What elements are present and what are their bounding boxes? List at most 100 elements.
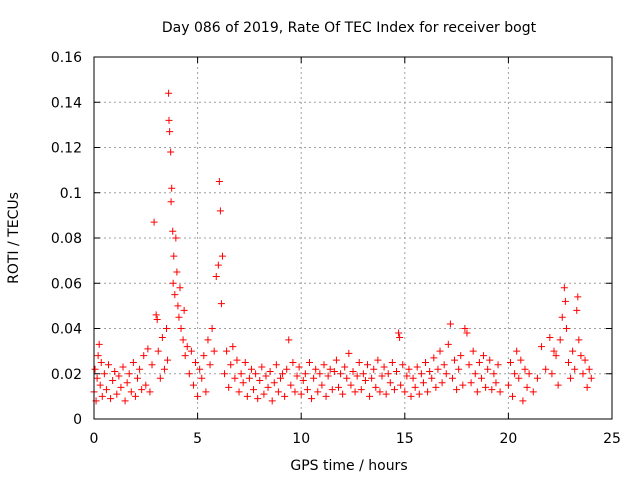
data-point <box>395 329 403 337</box>
data-point <box>189 381 197 389</box>
data-point <box>384 370 392 378</box>
data-point <box>241 358 249 366</box>
data-point <box>366 392 374 400</box>
data-point <box>187 347 195 355</box>
data-point <box>484 365 492 373</box>
data-point <box>577 352 585 360</box>
x-tick-label: 15 <box>396 431 414 447</box>
data-point <box>169 279 177 287</box>
data-point <box>194 392 202 400</box>
data-point <box>181 352 189 360</box>
data-point <box>119 363 127 371</box>
data-point <box>163 325 171 332</box>
data-point <box>243 392 251 400</box>
data-point <box>341 363 349 371</box>
data-point <box>322 392 330 400</box>
data-point <box>208 325 216 332</box>
data-point <box>529 388 537 396</box>
data-point <box>339 390 347 398</box>
y-tick-label: 0.1 <box>60 186 82 202</box>
data-point <box>210 347 218 355</box>
data-point <box>347 381 355 389</box>
data-point <box>488 386 496 394</box>
data-point <box>467 379 475 387</box>
data-point <box>554 381 562 389</box>
data-point <box>146 388 154 396</box>
data-point <box>113 390 121 398</box>
data-point <box>318 381 326 389</box>
data-point <box>291 388 299 396</box>
data-point <box>349 367 357 375</box>
data-point <box>359 370 367 378</box>
data-point <box>105 361 113 369</box>
data-point <box>486 356 494 364</box>
data-point <box>177 325 185 332</box>
data-point <box>587 374 595 382</box>
data-point <box>96 381 104 389</box>
axis-ticks <box>93 56 613 420</box>
data-point <box>390 386 398 394</box>
data-point <box>552 352 560 360</box>
data-point <box>196 365 204 373</box>
data-point <box>134 374 142 382</box>
data-point <box>442 370 450 378</box>
data-point <box>444 340 452 348</box>
data-point <box>357 386 365 394</box>
data-point <box>165 116 173 124</box>
data-point <box>378 372 386 380</box>
data-point <box>160 365 168 373</box>
data-point <box>268 397 276 405</box>
data-point <box>446 320 454 328</box>
data-point <box>293 372 301 380</box>
data-point <box>482 383 490 391</box>
data-point <box>513 347 521 355</box>
y-tick-label: 0.12 <box>51 141 82 157</box>
data-point <box>523 383 531 391</box>
data-point <box>411 383 419 391</box>
data-point <box>409 374 417 382</box>
data-point <box>380 363 388 371</box>
y-axis-label: ROTI / TECUs <box>6 192 22 284</box>
data-point <box>519 397 527 405</box>
y-tick-label: 0.08 <box>51 231 82 247</box>
data-point <box>131 392 139 400</box>
data-point <box>170 252 178 260</box>
data-point <box>583 383 591 391</box>
data-point <box>471 370 479 378</box>
data-point <box>370 365 378 373</box>
data-point <box>183 343 191 351</box>
data-point <box>107 395 115 403</box>
data-point <box>461 325 469 332</box>
data-point <box>212 272 220 280</box>
data-point <box>424 388 432 396</box>
x-tick-label: 20 <box>499 431 517 447</box>
data-point <box>334 383 342 391</box>
data-point <box>581 356 589 364</box>
data-point <box>546 334 554 342</box>
data-point <box>192 358 200 366</box>
data-point <box>567 374 575 382</box>
y-tick-label: 0.14 <box>51 95 82 111</box>
data-point <box>204 336 212 344</box>
y-tick-label: 0.04 <box>51 322 82 338</box>
data-point <box>463 329 471 337</box>
data-point <box>343 374 351 382</box>
y-tick-label: 0.02 <box>51 367 82 383</box>
x-tick-label: 10 <box>292 431 310 447</box>
data-point <box>351 388 359 396</box>
data-point <box>223 347 231 355</box>
data-point <box>573 306 581 314</box>
data-point <box>180 306 188 314</box>
data-point <box>436 347 444 355</box>
data-point <box>417 370 425 378</box>
data-point <box>97 358 105 366</box>
grid <box>94 57 612 419</box>
data-point <box>231 374 239 382</box>
data-point <box>585 365 593 373</box>
data-point <box>428 374 436 382</box>
data-point <box>218 252 226 260</box>
data-point <box>314 388 322 396</box>
data-point <box>332 356 340 364</box>
data-point <box>469 347 477 355</box>
y-tick-label: 0.16 <box>51 50 82 66</box>
